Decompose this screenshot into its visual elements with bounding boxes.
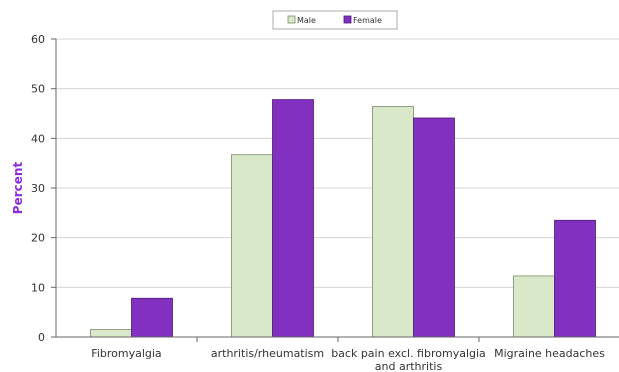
legend-swatch: [287, 15, 296, 24]
y-tick-label: 40: [31, 132, 45, 145]
legend-box: [272, 10, 398, 30]
x-category-label: arthritis/rheumatism: [211, 347, 324, 360]
bar-female: [272, 99, 314, 338]
bar-female: [554, 219, 596, 338]
y-tick-label: 20: [31, 232, 45, 245]
legend-label: Female: [353, 16, 382, 25]
legend: Male Female: [272, 10, 398, 30]
bars: [90, 99, 596, 338]
x-category-label: Fibromyalgia: [91, 347, 161, 360]
gridlines: [56, 38, 619, 288]
category-labels: Fibromyalgia arthritis/rheumatism back pai…: [91, 347, 605, 372]
y-tick-label: 60: [31, 33, 45, 46]
y-tick-label: 30: [31, 182, 45, 195]
legend-label: Male: [297, 16, 316, 25]
y-axis-label: Percent: [11, 162, 25, 215]
legend-swatch: [343, 15, 352, 24]
axes: [51, 38, 619, 342]
x-category-label: Migraine headaches: [494, 347, 605, 360]
y-axis-ticks: 0 10 20 30 40 50 60: [31, 33, 45, 344]
bar-female: [413, 117, 455, 338]
bar-male: [231, 154, 273, 338]
x-category-label: back pain excl. fibromyalgia and arthriti…: [331, 347, 486, 372]
bar-female: [131, 297, 173, 338]
bar-male: [372, 106, 414, 338]
bar-male: [90, 329, 132, 338]
bar-male: [513, 275, 555, 338]
y-tick-label: 10: [31, 281, 45, 294]
y-tick-label: 50: [31, 83, 45, 96]
y-tick-label: 0: [38, 331, 45, 344]
